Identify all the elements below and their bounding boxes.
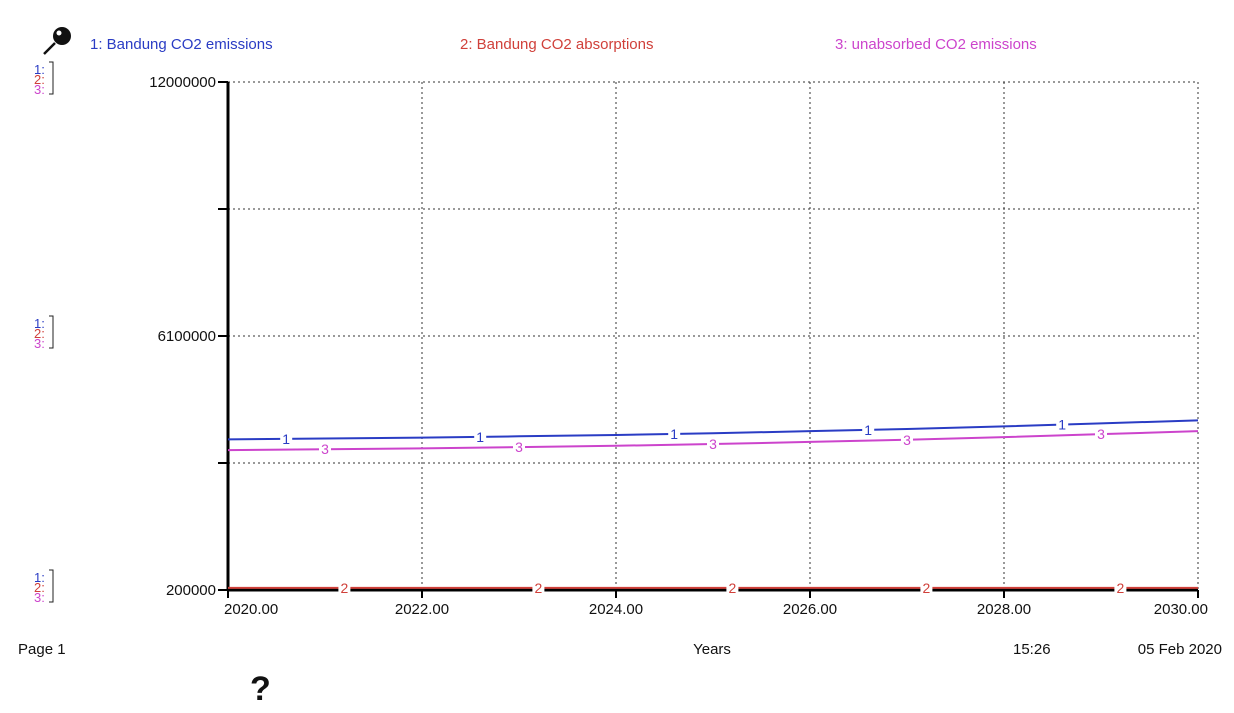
- series-marker-bg: [338, 578, 351, 595]
- y-tick-label: 200000: [166, 582, 216, 599]
- series-marker-bg: [532, 578, 545, 595]
- axes: [218, 81, 1199, 598]
- scale-markers: 1:2:3:1:2:3:1:2:3:: [34, 61, 54, 605]
- pin-icon[interactable]: [43, 27, 71, 55]
- series-line-1: [227, 419, 1199, 441]
- legend-item-2: 2: Bandung CO2 absorptions: [460, 36, 653, 53]
- series-marker-1: 1: [282, 431, 290, 447]
- series-marker-bg: [862, 420, 875, 437]
- series-marker-3: 3: [515, 439, 523, 455]
- series-marker-2: 2: [341, 580, 349, 596]
- series-marker-bg: [1114, 578, 1127, 595]
- date-stamp: 05 Feb 2020: [1138, 641, 1222, 658]
- series-marker-1: 1: [476, 429, 484, 445]
- series-marker-3: 3: [1097, 426, 1105, 442]
- scale-marker-label: 2:: [34, 580, 45, 595]
- scale-marker-label: 1:: [34, 316, 45, 331]
- series-marker-bg: [726, 578, 739, 595]
- series-marker-bg: [1056, 415, 1069, 432]
- series-marker-3: 3: [321, 441, 329, 457]
- x-tick-label: 2020.00: [224, 601, 278, 618]
- series-marker-1: 1: [864, 422, 872, 438]
- x-tick-label: 2028.00: [977, 601, 1031, 618]
- scale-marker-group: 1:2:3:: [34, 569, 54, 605]
- series-marker-bg: [1095, 425, 1107, 442]
- scale-marker-label: 2:: [34, 326, 45, 341]
- scale-marker-bracket: [49, 315, 54, 349]
- scale-marker-label: 3:: [34, 590, 45, 605]
- series-marker-bg: [474, 427, 487, 444]
- series-marker-1: 1: [670, 426, 678, 442]
- series-marker-bg: [668, 424, 681, 441]
- x-tick-label: 2022.00: [395, 601, 449, 618]
- series-marker-2: 2: [729, 580, 737, 596]
- scale-marker-group: 1:2:3:: [34, 315, 54, 351]
- scale-marker-label: 1:: [34, 570, 45, 585]
- legend-item-1: 1: Bandung CO2 emissions: [90, 36, 273, 53]
- series-marker-3: 3: [903, 432, 911, 448]
- help-icon[interactable]: ?: [250, 670, 271, 708]
- time-stamp: 15:26: [1013, 641, 1051, 658]
- series-marker-2: 2: [1117, 580, 1125, 596]
- x-axis-label: Years: [693, 641, 731, 658]
- y-tick-label: 12000000: [149, 74, 216, 91]
- scale-marker-group: 1:2:3:: [34, 61, 54, 97]
- x-tick-label: 2030.00: [1154, 601, 1208, 618]
- series-marker-bg: [920, 578, 933, 595]
- tick-labels: 12000000 6100000 200000 2020.00 2022.00 2024.…: [149, 74, 1208, 618]
- series-marker-2: 2: [535, 580, 543, 596]
- series-marker-bg: [901, 430, 913, 447]
- series-marker-bg: [707, 435, 719, 452]
- series-marker-3: 3: [709, 436, 717, 452]
- scale-marker-bracket: [49, 569, 54, 603]
- scale-marker-label: 1:: [34, 62, 45, 77]
- page-label[interactable]: Page 1: [18, 641, 66, 658]
- series-marker-1: 1: [1058, 417, 1066, 433]
- series-marker-bg: [319, 440, 331, 457]
- series-marker-bg: [513, 438, 525, 455]
- y-tick-label: 6100000: [158, 328, 216, 345]
- scale-marker-label: 3:: [34, 336, 45, 351]
- series-marker-2: 2: [923, 580, 931, 596]
- x-tick-label: 2024.00: [589, 601, 643, 618]
- legend-item-3: 3: unabsorbed CO2 emissions: [835, 36, 1037, 53]
- x-tick-label: 2026.00: [783, 601, 837, 618]
- grid: [228, 81, 1199, 590]
- scale-marker-bracket: [49, 61, 54, 95]
- series-marker-bg: [280, 429, 293, 446]
- scale-marker-label: 2:: [34, 72, 45, 87]
- scale-marker-label: 3:: [34, 82, 45, 97]
- series-layer: 1 1 1 1 1 2 2 2 2 2 3 3 3 3 3: [227, 415, 1199, 596]
